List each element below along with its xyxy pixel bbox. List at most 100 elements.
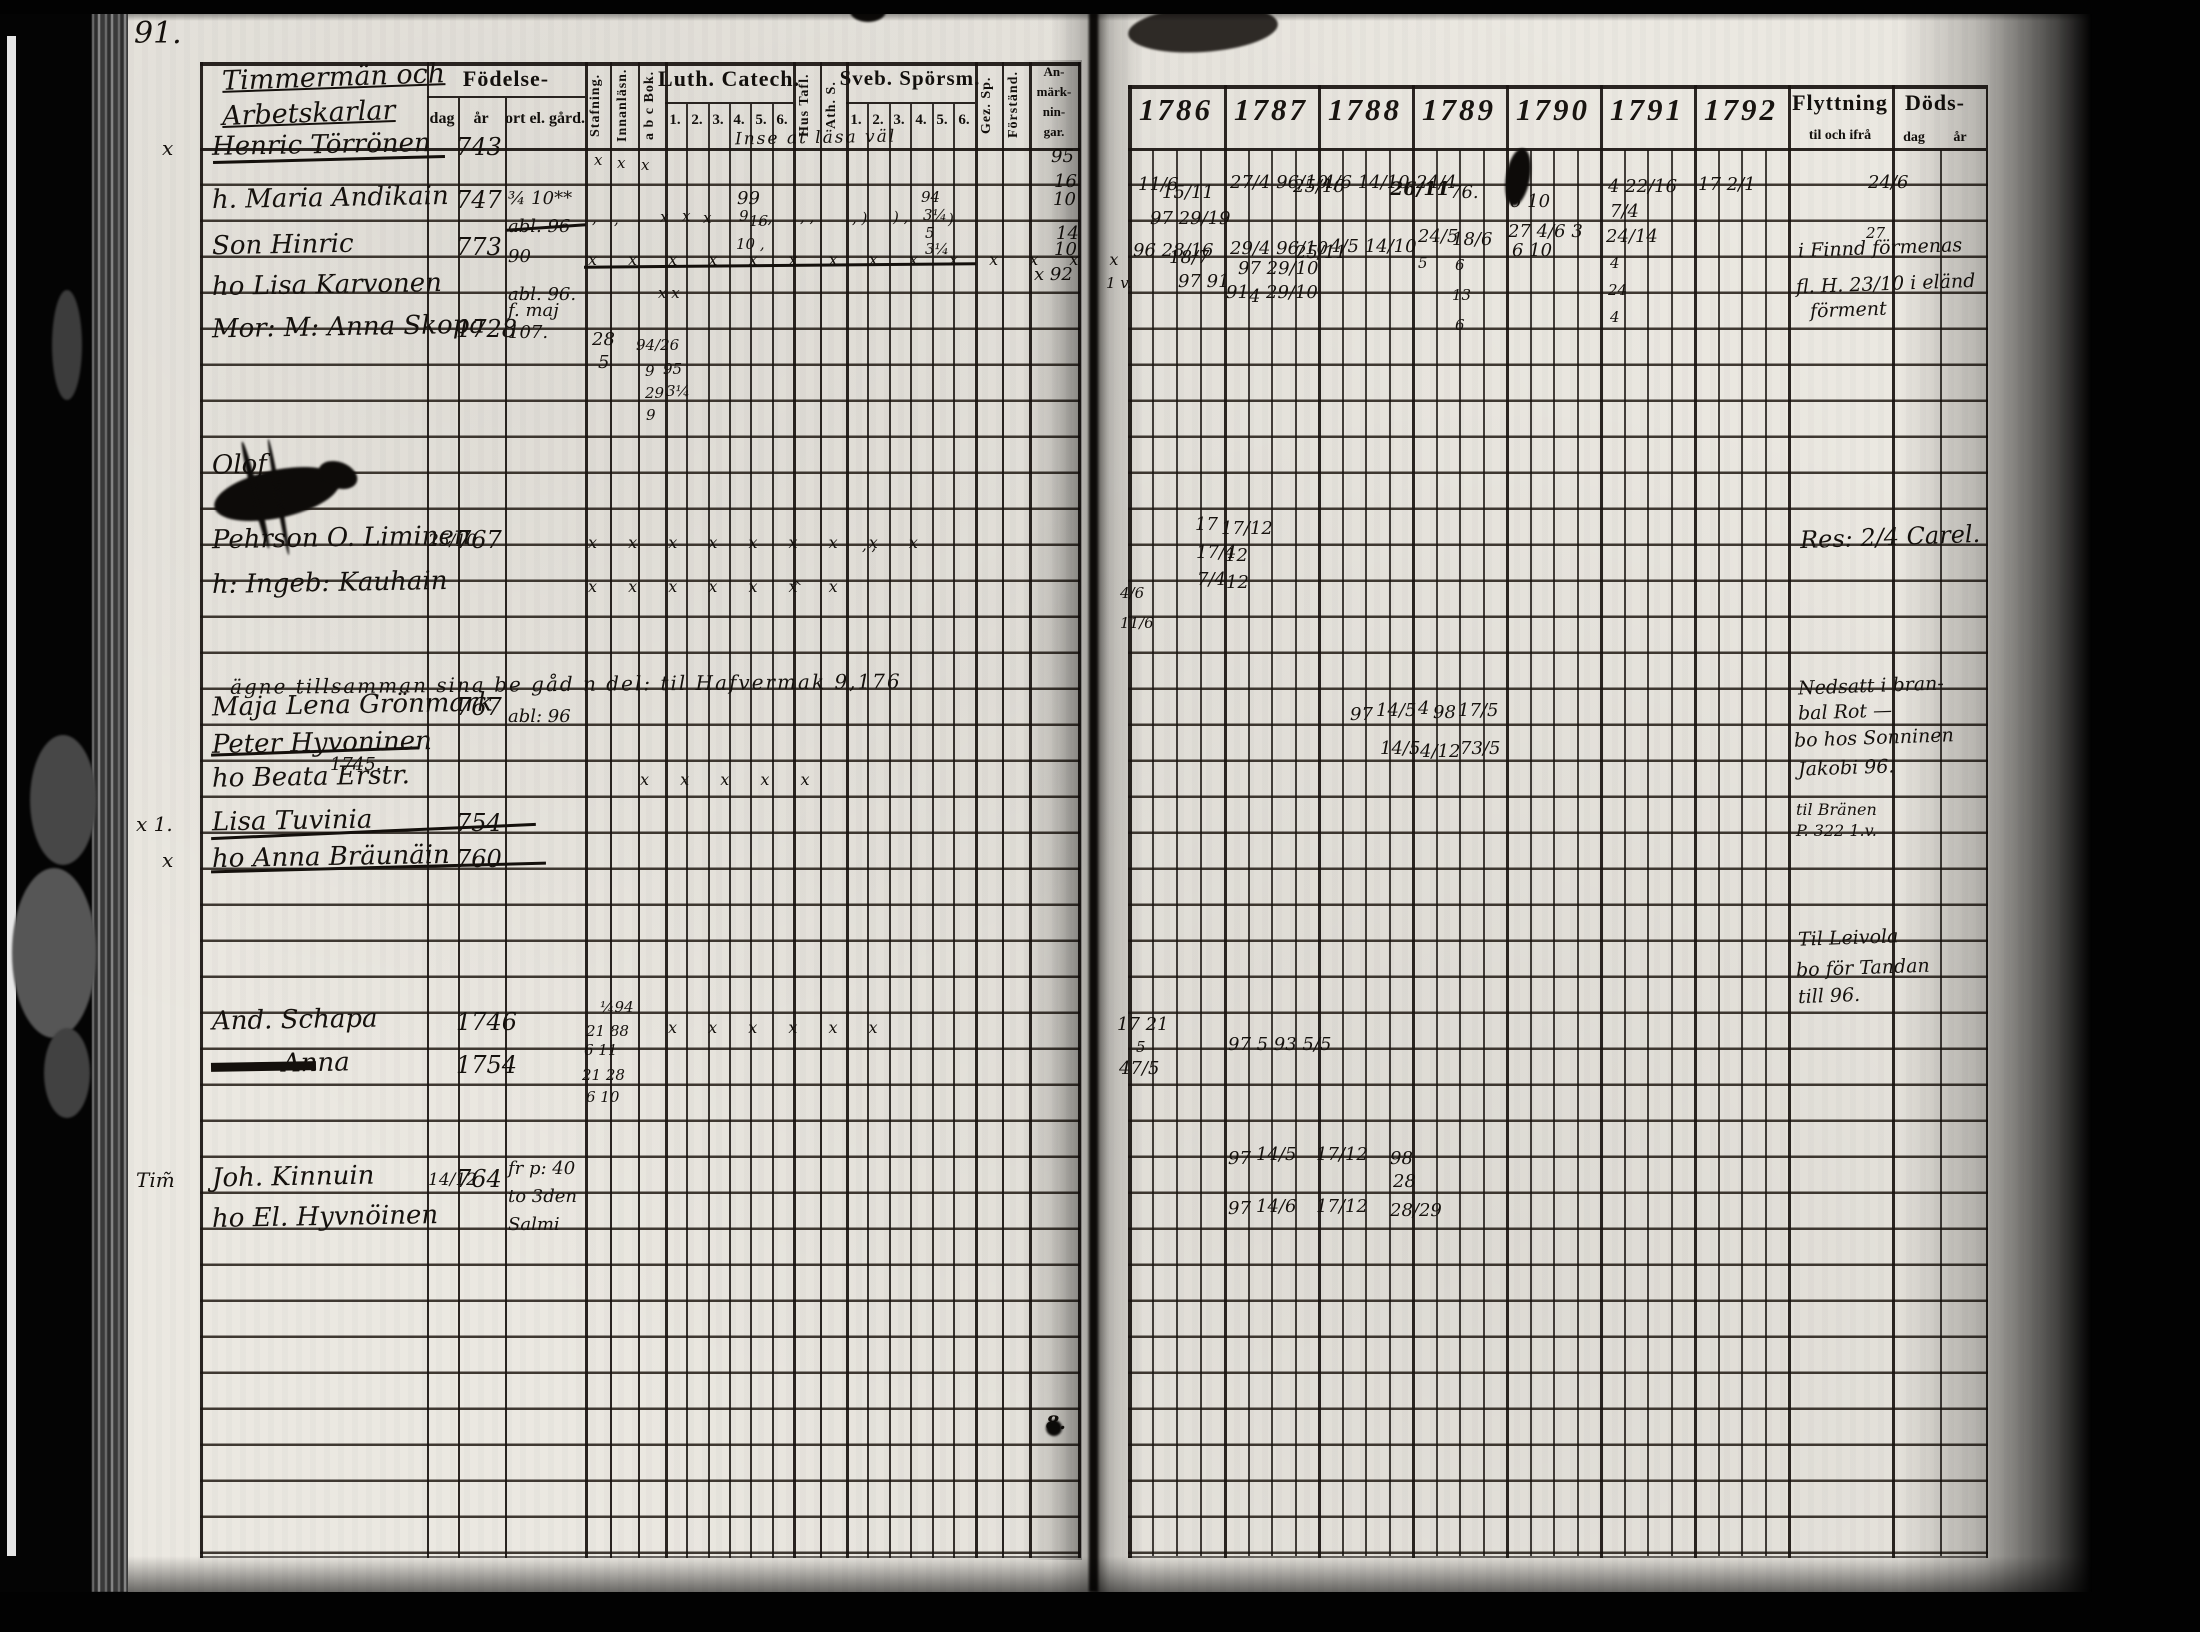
communion-mark: 25/16 [1293,176,1345,197]
communion-mark: 14/6 [1256,1196,1297,1217]
exam-mark: 21 28 [582,1066,625,1084]
table-rule [200,62,203,1558]
communion-mark: 18/7 [1169,247,1210,268]
table-rule [638,62,640,1558]
birth-year: 773 [456,233,502,261]
table-rule [1271,150,1273,1556]
communion-mark: 6 [1455,316,1465,334]
col-header-gezsp: Gez. Sp. [979,76,994,134]
communion-mark: 97 91 [1178,271,1230,292]
exam-mark: , ) [852,209,868,227]
table-rule [1412,85,1415,1558]
luth-col-6: 6. [776,112,788,128]
table-rule [820,62,822,1558]
communion-mark: 4 [1418,698,1430,719]
table-rule [1788,85,1791,1558]
exam-mark: , [592,209,597,227]
exam-mark: 95 [663,360,683,378]
table-rule [708,104,710,1558]
communion-mark: 97 [1350,704,1373,725]
sveb-col-4: 4. [915,112,927,128]
communion-mark: 4 [1249,286,1261,307]
table-rule [846,102,975,104]
exam-mark: ¼94 [600,998,634,1016]
exam-mark: ^ [790,578,803,596]
margin-note: till 96. [1797,983,1861,1009]
right-edge-shadow [1898,12,2092,1592]
communion-mark: 17/12 [1316,1144,1368,1165]
table-rule [1389,150,1391,1556]
exam-mark: x x x x x x [668,1018,891,1037]
luth-col-4: 4. [733,112,745,128]
exam-mark: x [703,209,712,227]
table-rule [867,104,869,1558]
communion-mark: 14/5 [1256,1144,1297,1165]
sveb-col-5: 5. [936,112,948,128]
table-rule [1029,62,1032,1558]
margin-note: förment [1809,297,1888,323]
table-rule [1200,150,1202,1556]
table-rule [889,104,891,1558]
exam-mark: 1745. [330,754,382,775]
birth-day: 14/12 [428,1170,477,1190]
exam-mark: 94/26 [636,336,680,354]
exam-mark: ) [948,210,954,228]
bottom-edge-shadow [128,1556,2092,1592]
exam-mark: 9 [739,207,749,225]
luth-col-3: 3. [712,112,724,128]
birth-year: 1728 [456,315,518,343]
margin-note: bal Rot — [1797,699,1893,725]
exam-mark: ) , [893,208,909,226]
birth-year: 764 [456,1165,502,1193]
handwritten-name: Son Hinric [211,228,354,262]
margin-marker: x [162,848,174,872]
birth-year: 1746 [456,1008,518,1036]
col-header-abcbok: a b c Bok. [642,70,657,140]
table-rule [200,62,1080,66]
margin-marker: x 1. [136,812,173,836]
table-rule [1624,150,1626,1556]
exam-mark: 5 [925,224,935,242]
communion-mark: 98 [1390,1148,1413,1169]
communion-mark: 27 [1866,224,1886,242]
margin-note: Til Leivola [1797,925,1899,951]
exam-mark: 6 10 [586,1088,620,1106]
birth-place: 107. [508,322,549,343]
exam-mark: 28 [592,329,615,350]
birth-place: abl: 96 [508,706,571,727]
luth-col-5: 5. [755,112,767,128]
communion-mark: 98 [1433,702,1456,723]
communion-mark: 12 [1225,545,1248,566]
communion-mark: 4/5 14/10 [1330,236,1417,257]
communion-mark: 97 5 93 5/5 [1228,1034,1332,1055]
table-rule [793,62,796,1558]
table-rule [1671,150,1673,1556]
strike-line [210,1061,317,1072]
exam-mark: x x [658,284,680,302]
exam-mark: , [614,210,619,228]
exam-mark: 9 [646,406,656,424]
table-rule [1128,148,1986,151]
communion-mark: 14/5 [1376,700,1417,721]
exam-mark: , , [758,209,773,227]
exam-mark: 3¼ [925,240,950,258]
exam-mark: 5 [598,352,610,373]
margin-note: P. 322 1.v. [1796,821,1877,840]
communion-mark: 7/4 [1197,569,1226,590]
communion-mark: 4/12 [1420,741,1461,762]
exam-mark: x [617,154,626,172]
col-header-luth-catech: Luth. Catech. [658,66,800,91]
birth-place: f. maj [508,300,559,321]
communion-mark: 76. [1450,182,1479,203]
exam-mark: x x x x x x x x x [588,533,931,552]
col-header-flyttning-sub: til och ifrå [1808,128,1872,143]
communion-mark: 4 22/16 [1608,176,1678,197]
sveb-col-3: 3. [893,112,905,128]
communion-mark: 17/4 [1196,542,1237,563]
communion-mark: 29/10 [1266,282,1318,303]
book-edge-sliver [7,36,16,1556]
table-rule [1553,150,1555,1556]
binding-gutter-line [1089,12,1098,1592]
table-rule [505,98,507,1558]
